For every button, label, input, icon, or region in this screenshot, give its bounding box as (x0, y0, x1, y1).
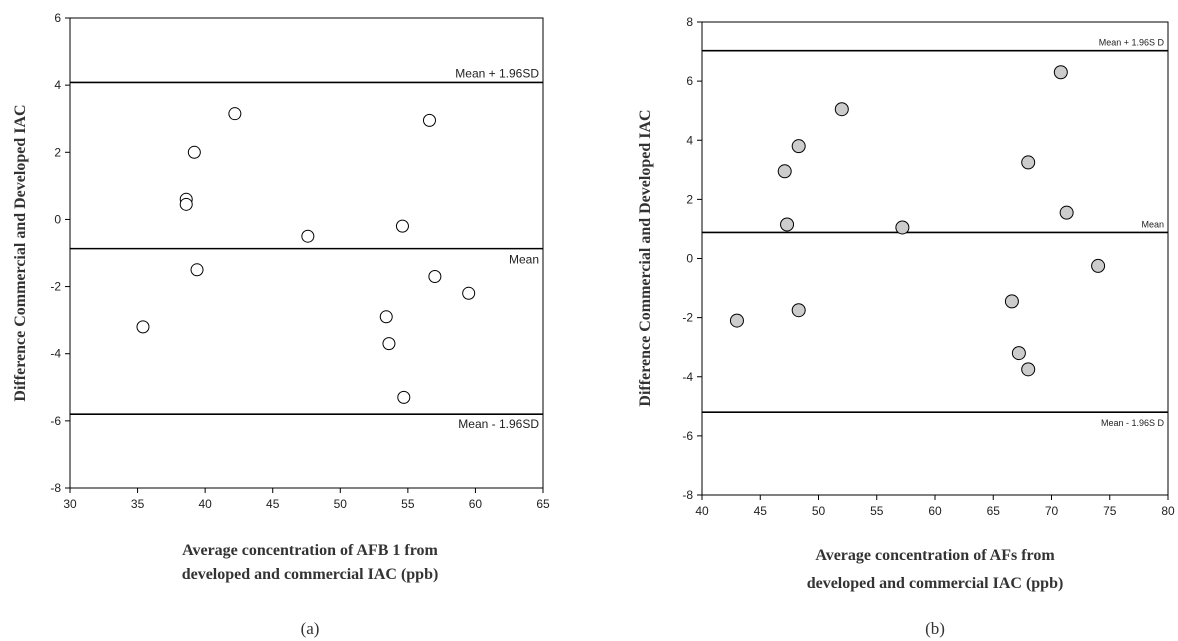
panel-a-y-axis-title: Difference Commercial and Developed IAC (12, 104, 29, 401)
panel-b-y-tick-label: 2 (686, 192, 693, 206)
panel-a-y-tick-label: -4 (50, 347, 61, 361)
panel-b-data-point (1021, 362, 1036, 377)
panel-a-data-point (428, 270, 442, 283)
panel-a-y-tick-label: 2 (54, 145, 61, 159)
panel-b-x-tick-label: 70 (1045, 504, 1059, 518)
panel-b-data-point (1004, 294, 1019, 309)
panel-b-y-tick-label: -4 (682, 370, 693, 384)
panel-b-reference-line-label: Mean + 1.96S D (1099, 38, 1165, 48)
panel-b-x-tick-label: 75 (1103, 504, 1117, 518)
panel-a-x-axis-title-line1: Average concentration of AFB 1 from (182, 542, 438, 559)
panel-b-plot-frame (701, 21, 1169, 496)
panel-a-data-point (179, 197, 193, 211)
panel-a-x-tick-label: 65 (536, 497, 550, 511)
panel-a-x-tick-label: 60 (469, 497, 483, 511)
panel-a-data-point (382, 337, 396, 351)
panel-b-data-point (895, 220, 910, 235)
panel-a-data-point (379, 310, 393, 324)
panel-a-reference-line-label: Mean - 1.96SD (458, 417, 539, 431)
panel-a-y-tick-label: 4 (54, 78, 61, 92)
panel-b-x-axis-title-line1: Average concentration of AFs from (815, 547, 1055, 564)
panel-b-x-tick-label: 40 (695, 504, 709, 518)
panel-b-x-tick-label: 50 (812, 504, 826, 518)
panel-b-x-tick-label: 80 (1161, 504, 1175, 518)
panel-b-data-point (729, 313, 744, 328)
panel-b-y-tick-label: -2 (682, 311, 693, 325)
panel-b-data-point (1053, 65, 1068, 80)
panel-b-data-point (1011, 346, 1026, 361)
panel-a-reference-line-label: Mean + 1.96SD (455, 66, 539, 80)
panel-a-x-tick-label: 35 (131, 497, 145, 511)
panel-a-data-point (136, 320, 150, 334)
panel-a-y-tick-label: -2 (50, 280, 61, 294)
panel-a-y-tick-label: -6 (50, 414, 61, 428)
panel-b-data-point (834, 102, 849, 117)
panel-a-data-point (422, 113, 436, 127)
panel-a-x-tick-label: 45 (266, 497, 280, 511)
panel-b-x-tick-label: 55 (870, 504, 884, 518)
panel-a-label: (a) (301, 619, 320, 638)
panel-b-y-tick-label: 8 (686, 15, 693, 29)
panel-b-y-tick-label: -8 (682, 488, 693, 502)
panel-a-data-point (395, 219, 409, 233)
panel-a-x-tick-label: 55 (401, 497, 415, 511)
panel-b-y-axis-title: Difference Commercial and Developed IAC (637, 109, 654, 406)
panel-b-x-axis-title-line2: developed and commercial IAC (ppb) (807, 575, 1064, 592)
panel-b-reference-lines: Mean + 1.96S D Mean Mean - 1.96S D (702, 38, 1168, 428)
panel-b-reference-line-label: Mean - 1.96S D (1101, 418, 1165, 428)
panel-a-bland-altman-afb1: 30 35 40 45 50 55 60 65 -8 -6 -4 -2 0 2 4 6 Mean + 1.96… (12, 11, 550, 638)
panel-b-data-point (777, 164, 792, 179)
panel-a-data-points (136, 107, 476, 404)
panel-a-x-tick-label: 40 (198, 497, 212, 511)
panel-a-data-point (228, 107, 242, 121)
panel-a-reference-lines: Mean + 1.96SD Mean Mean - 1.96SD (70, 66, 543, 431)
panel-b-label: (b) (925, 619, 945, 638)
panel-b-reference-line-label: Mean (1141, 219, 1164, 229)
panel-b-ticks: 40 45 50 55 60 65 70 75 80 -8 -6 -4 -2 0 2 4 6 8 (682, 15, 1175, 518)
panel-a-x-tick-label: 50 (334, 497, 348, 511)
panel-b-data-point (1059, 205, 1074, 220)
panel-a-data-point (190, 263, 204, 277)
panel-b-x-tick-label: 45 (754, 504, 768, 518)
panel-a-data-point (462, 286, 476, 300)
panel-b-y-tick-label: 4 (686, 133, 693, 147)
panel-a-y-tick-label: -8 (50, 481, 61, 495)
panel-b-x-tick-label: 65 (987, 504, 1001, 518)
panel-a-data-point (397, 390, 411, 404)
panel-b-x-tick-label: 60 (928, 504, 942, 518)
panel-b-data-point (1021, 155, 1036, 170)
panel-b-y-tick-label: 6 (686, 74, 693, 88)
panel-b-data-points (729, 65, 1106, 377)
panel-a-data-point (301, 229, 315, 243)
panel-a-data-point (187, 145, 201, 159)
panel-a-y-tick-label: 6 (54, 11, 61, 25)
panel-a-reference-line-label: Mean (509, 253, 539, 267)
panel-b-bland-altman-afs: 40 45 50 55 60 65 70 75 80 -8 -6 -4 -2 0 2 4 6 8 Mean + 1… (637, 15, 1175, 638)
panel-b-data-point (791, 139, 806, 154)
panel-a-plot-frame (69, 17, 544, 489)
panel-b-data-point (1091, 258, 1106, 273)
panel-b-data-point (780, 217, 795, 232)
panel-b-data-point (791, 303, 806, 318)
panel-b-y-tick-label: -6 (682, 429, 693, 443)
panel-a-x-tick-label: 30 (63, 497, 77, 511)
panel-b-y-tick-label: 0 (686, 252, 693, 266)
panel-a-y-tick-label: 0 (54, 212, 61, 226)
panel-a-ticks: 30 35 40 45 50 55 60 65 -8 -6 -4 -2 0 2 4 6 (50, 11, 550, 511)
panel-a-x-axis-title-line2: developed and commercial IAC (ppb) (182, 566, 439, 583)
